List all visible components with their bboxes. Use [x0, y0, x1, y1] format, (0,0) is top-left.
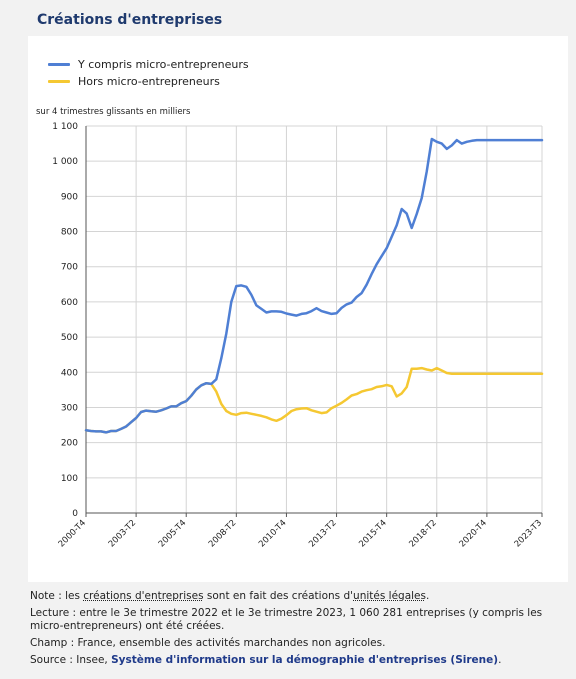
champ-line: Champ : France, ensemble des activités m… [30, 637, 386, 649]
x-tick-label: 2008-T2 [207, 518, 238, 549]
y-unit-label: sur 4 trimestres glissants en milliers [36, 107, 191, 117]
y-tick-label: 1 100 [52, 122, 78, 132]
lecture-line: Lecture : entre le 3e trimestre 2022 et … [30, 607, 543, 632]
legend-item-without-micro[interactable]: Hors micro-entrepreneurs [48, 73, 249, 90]
series-line-with-micro [84, 137, 544, 434]
chart-title: Créations d'entreprises [37, 12, 223, 28]
y-tick-label: 900 [61, 192, 78, 202]
y-tick-label: 700 [61, 263, 78, 273]
x-tick-label: 2010-T4 [257, 518, 288, 549]
x-tick-label: 2018-T2 [407, 518, 438, 549]
chart-notes: Note : les créations d'entreprises sont … [30, 590, 560, 671]
x-tick-label: 2005-T4 [157, 518, 188, 549]
x-tick-label: 2000-T4 [57, 518, 88, 549]
y-tick-label: 0 [72, 509, 78, 519]
link-unites-legales[interactable]: unités légales [353, 590, 426, 602]
y-tick-label: 1 000 [52, 157, 78, 167]
x-tick-label: 2015-T4 [357, 518, 388, 549]
y-tick-label: 300 [61, 403, 78, 413]
y-tick-label: 100 [61, 474, 78, 484]
line-chart: sur 4 trimestres glissants en milliers 0 1… [36, 107, 544, 550]
legend-label: Hors micro-entrepreneurs [78, 75, 220, 88]
source-line: Source : Insee, Système d'information su… [30, 654, 502, 666]
series-line-without-micro [84, 366, 544, 434]
x-tick-label: 2023-T3 [513, 518, 544, 549]
legend-swatch-blue [48, 63, 70, 66]
source-link[interactable]: Système d'information sur la démographie… [111, 654, 499, 666]
y-tick-label: 500 [61, 333, 78, 343]
y-tick-label: 800 [61, 228, 78, 238]
x-tick-label: 2013-T2 [307, 518, 338, 549]
y-tick-label: 200 [61, 439, 78, 449]
y-tick-label: 600 [61, 298, 78, 308]
chart-panel [28, 36, 568, 582]
legend-swatch-yellow [48, 80, 70, 83]
y-tick-label: 400 [61, 368, 78, 378]
note-line: Note : les créations d'entreprises sont … [30, 590, 430, 602]
link-creations[interactable]: créations d'entreprises [83, 590, 204, 602]
chart-legend: Y compris micro-entrepreneurs Hors micro… [48, 56, 249, 90]
x-tick-label: 2003-T2 [107, 518, 138, 549]
legend-item-with-micro[interactable]: Y compris micro-entrepreneurs [48, 56, 249, 73]
legend-label: Y compris micro-entrepreneurs [78, 58, 249, 71]
x-tick-label: 2020-T4 [458, 518, 489, 549]
